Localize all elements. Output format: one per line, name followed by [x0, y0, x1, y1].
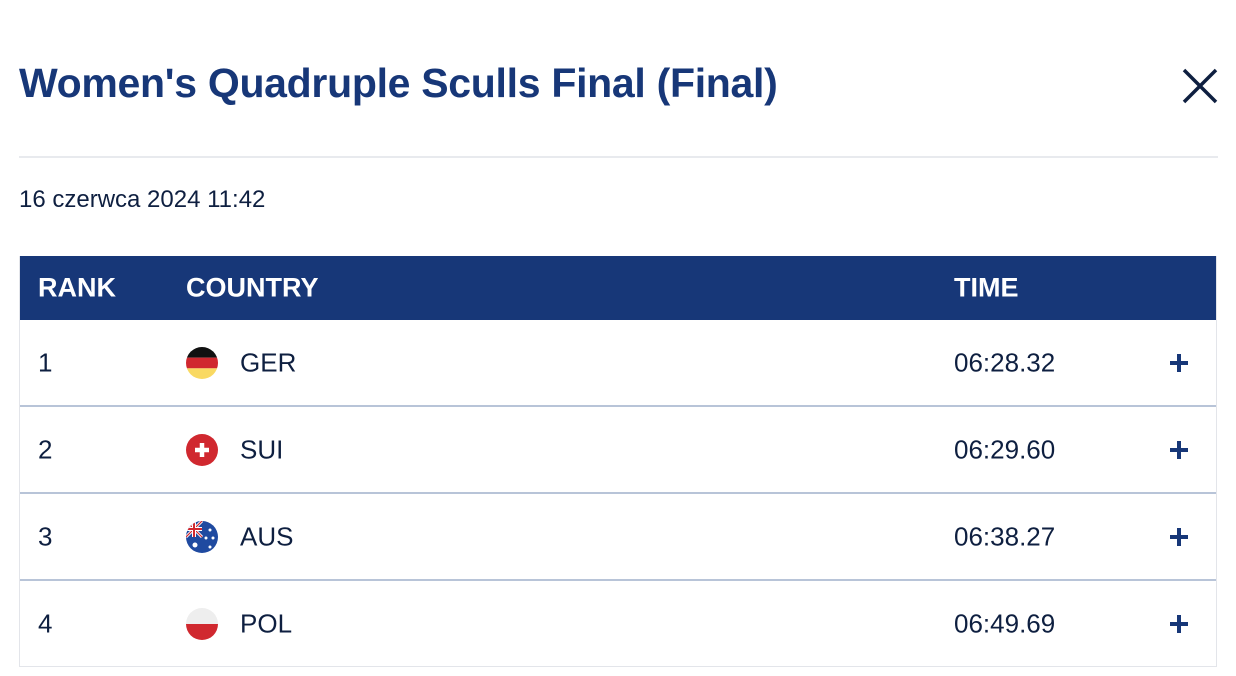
expand-plus-icon[interactable]	[1168, 526, 1190, 548]
country-code: AUS	[240, 521, 294, 551]
rank: 4	[38, 608, 53, 638]
results-table: RANK COUNTRY TIME 1 GER 06:28.32 2 SUI 0…	[19, 256, 1217, 667]
country-code: GER	[240, 347, 297, 377]
header-rank: RANK	[38, 272, 116, 303]
time: 06:28.32	[954, 347, 1056, 377]
page-title: Women's Quadruple Sculls Final (Final)	[19, 60, 778, 106]
australia-flag-icon	[186, 520, 218, 553]
table-row: 4 POL 06:49.69	[20, 581, 1216, 666]
header-country: COUNTRY	[186, 272, 319, 303]
country-code: POL	[240, 608, 293, 638]
time: 06:49.69	[954, 608, 1056, 638]
country-code: SUI	[240, 434, 284, 464]
race-date: 16 czerwca 2024 11:42	[19, 186, 266, 213]
time: 06:38.27	[954, 521, 1056, 551]
rank: 3	[38, 521, 53, 551]
germany-flag-icon	[186, 346, 218, 379]
header-time: TIME	[954, 272, 1019, 303]
table-row: 1 GER 06:28.32	[20, 320, 1216, 407]
poland-flag-icon	[186, 607, 218, 640]
expand-plus-icon[interactable]	[1168, 352, 1190, 374]
divider	[19, 156, 1218, 158]
close-icon[interactable]	[1180, 66, 1220, 106]
rank: 1	[38, 347, 53, 377]
rank: 2	[38, 434, 53, 464]
expand-plus-icon[interactable]	[1168, 439, 1190, 461]
switzerland-flag-icon	[186, 433, 218, 466]
table-row: 2 SUI 06:29.60	[20, 407, 1216, 494]
expand-plus-icon[interactable]	[1168, 613, 1190, 635]
time: 06:29.60	[954, 434, 1056, 464]
table-row: 3 AUS 06:38.27	[20, 494, 1216, 581]
table-header: RANK COUNTRY TIME	[20, 256, 1216, 320]
